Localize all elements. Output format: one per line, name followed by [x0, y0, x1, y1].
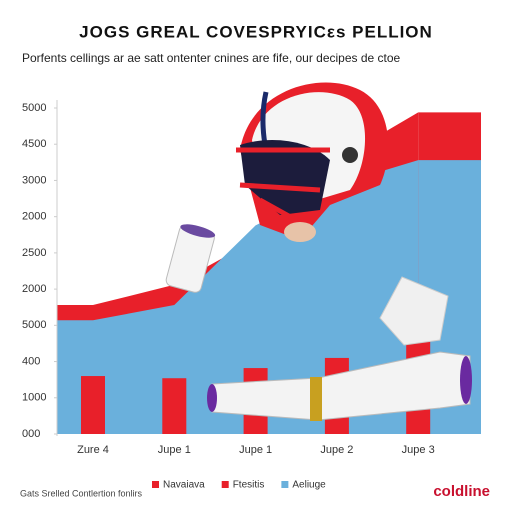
bar	[162, 378, 187, 434]
legend-label: Ftesitis	[233, 480, 265, 491]
legend-label: Navaiava	[163, 480, 205, 491]
x-tick-label: Jupe 1	[239, 444, 272, 456]
chart-subtitle: Porfents cellings ar ae satt ontenter cn…	[22, 51, 401, 65]
y-tick-label: 2000	[22, 211, 46, 223]
legend: Navaiava Ftesitis Aeliuge	[152, 480, 326, 491]
y-tick-label: 2000	[22, 283, 46, 295]
bar	[81, 376, 105, 434]
y-tick-label: 1000	[22, 392, 46, 404]
chart-title: JOGS GREAL COVESPRYICεs PELLION	[79, 22, 433, 41]
legend-swatch	[152, 481, 159, 488]
legend-swatch	[281, 481, 289, 488]
y-tick-label: 2500	[22, 247, 46, 259]
y-tick-label: 3000	[22, 174, 46, 186]
y-tick-label: 400	[22, 355, 40, 367]
x-tick-label: Zure 4	[77, 444, 109, 456]
brand: coldline	[433, 483, 490, 500]
legend-label: Aeliuge	[292, 480, 326, 491]
helmet	[236, 82, 389, 242]
card	[379, 276, 449, 346]
x-tick-label: Jupe 3	[402, 444, 435, 456]
footer: Gats Srelled Contlertion fonlirs	[20, 488, 143, 498]
x-tick-label: Jupe 2	[320, 444, 353, 456]
y-tick-label: 000	[22, 428, 40, 440]
legend-swatch	[221, 481, 229, 488]
decoration	[165, 82, 472, 421]
y-tick-label: 4500	[22, 138, 46, 150]
cup	[165, 224, 216, 293]
y-tick-label: 5000	[22, 319, 46, 331]
bat	[207, 351, 472, 421]
x-tick-label: Jupe 1	[158, 444, 191, 456]
y-tick-label: 5000	[22, 102, 46, 114]
